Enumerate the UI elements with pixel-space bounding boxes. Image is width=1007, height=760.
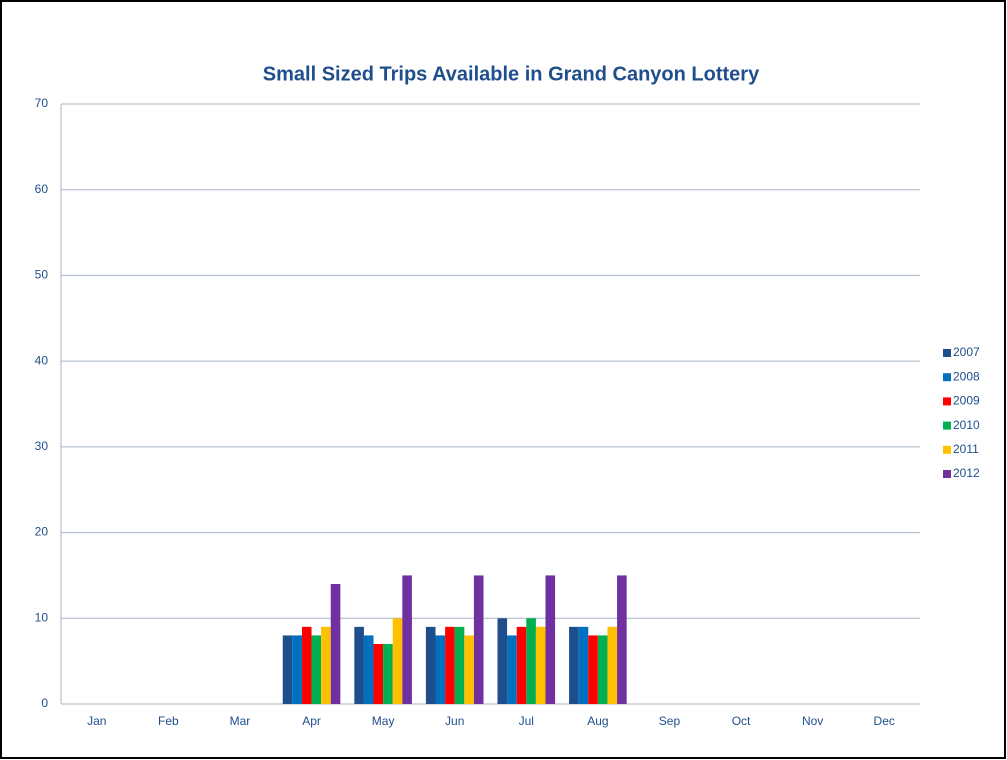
x-tick-label: Feb [158, 714, 179, 728]
bar [425, 626, 436, 704]
x-tick-label: Aug [587, 714, 608, 728]
bar [330, 584, 341, 704]
bar [545, 575, 556, 704]
legend-swatch [943, 349, 951, 357]
bar [301, 626, 312, 704]
bar [311, 635, 322, 704]
legend-label: 2008 [953, 369, 980, 383]
bar [435, 635, 446, 704]
bar [516, 626, 527, 704]
legend-label: 2011 [953, 442, 979, 456]
x-tick-label: Jun [445, 714, 464, 728]
bar [282, 635, 293, 704]
legend-swatch [943, 470, 951, 478]
x-tick-label: Nov [802, 714, 823, 728]
legend-label: 2009 [953, 394, 980, 408]
bar [535, 626, 546, 704]
bar [402, 575, 412, 704]
y-tick-label: 60 [35, 182, 49, 196]
legend-swatch [943, 421, 951, 430]
x-tick-label: May [372, 714, 395, 728]
bar [445, 626, 455, 704]
bar [588, 635, 598, 704]
y-tick-label: 30 [35, 439, 49, 453]
bar [321, 626, 331, 704]
y-tick-label: 50 [35, 268, 49, 282]
bar [569, 626, 579, 704]
bar [464, 635, 474, 704]
x-tick-label: Oct [732, 714, 751, 728]
bar [497, 618, 508, 704]
legend-swatch [943, 397, 951, 406]
bar [373, 644, 384, 704]
bar [526, 618, 536, 704]
bar [617, 575, 627, 704]
bar [392, 618, 403, 704]
y-tick-label: 40 [35, 353, 49, 367]
x-tick-label: Dec [874, 714, 895, 728]
y-tick-label: 70 [35, 96, 49, 110]
x-tick-label: Apr [302, 714, 321, 728]
bar [292, 635, 302, 704]
bar [607, 626, 618, 704]
bar [507, 635, 517, 704]
legend-label: 2012 [953, 466, 980, 480]
bar [578, 626, 589, 704]
y-tick-label: 20 [35, 525, 49, 539]
bar [354, 626, 364, 704]
bar [454, 626, 465, 704]
chart-title: Small Sized Trips Available in Grand Can… [263, 63, 760, 85]
x-tick-label: Jan [87, 714, 106, 728]
legend-swatch [943, 445, 951, 454]
y-tick-label: 0 [41, 696, 48, 710]
x-tick-label: Jul [519, 714, 534, 728]
x-tick-label: Sep [659, 714, 681, 728]
bar [597, 635, 608, 704]
legend-swatch [943, 373, 951, 382]
bar [383, 644, 393, 704]
x-tick-label: Mar [230, 714, 251, 728]
bar [473, 575, 484, 704]
bar [363, 635, 374, 704]
legend-label: 2010 [953, 418, 980, 432]
legend-label: 2007 [953, 345, 980, 359]
y-tick-label: 10 [35, 610, 49, 624]
